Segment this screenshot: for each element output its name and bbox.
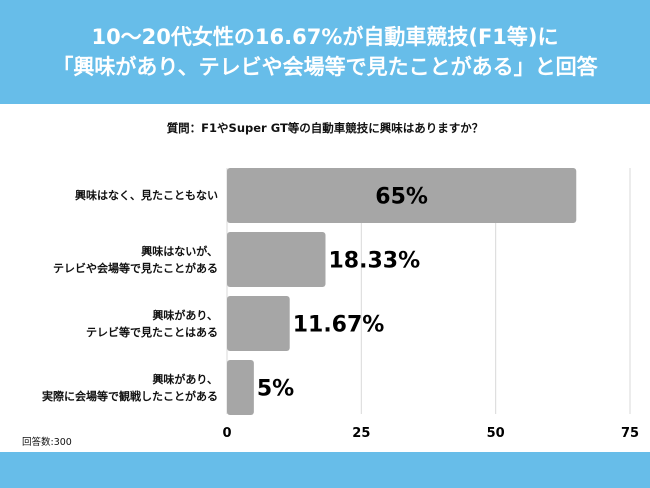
- category-label-line: テレビ等で見たことはある: [86, 325, 218, 339]
- page-header: 10〜20代女性の16.67%が自動車競技(F1等)に 「興味があり、テレビや会…: [0, 0, 650, 104]
- data-label: 5%: [257, 377, 294, 402]
- title-line-1: 10〜20代女性の16.67%が自動車競技(F1等)に: [91, 25, 559, 49]
- question-text: 質問：F1やSuper GT等の自動車競技に興味はありますか？: [166, 121, 484, 135]
- category-label-line: 興味はなく、見たこともない: [75, 189, 218, 202]
- data-label: 18.33%: [328, 249, 420, 274]
- category-label-line: 興味はないが、: [141, 244, 218, 258]
- category-label-line: 興味があり、: [152, 372, 218, 386]
- x-tick-label: 25: [352, 426, 370, 441]
- category-label: 興味はなく、見たこともない: [75, 187, 218, 204]
- x-tick-label: 0: [222, 426, 231, 441]
- title-line-2: 「興味があり、テレビや会場等で見たことがある」と回答: [52, 55, 598, 79]
- page-footer: [0, 452, 650, 488]
- x-tick-label: 75: [621, 426, 639, 441]
- category-label-line: 実際に会場等で観戦したことがある: [42, 389, 218, 403]
- bar: [227, 232, 326, 287]
- category-label: 興味があり、テレビ等で見たことはある: [86, 307, 218, 341]
- category-label-line: 興味があり、: [152, 308, 218, 322]
- bar: [227, 296, 290, 351]
- category-label: 興味はないが、テレビや会場等で見たことがある: [53, 243, 218, 277]
- data-label: 11.67%: [293, 313, 385, 338]
- category-label: 興味があり、実際に会場等で観戦したことがある: [42, 371, 218, 405]
- x-tick-label: 50: [487, 426, 505, 441]
- bar: [227, 360, 254, 415]
- category-label-line: テレビや会場等で見たことがある: [53, 261, 218, 275]
- response-count: 回答数:300: [22, 437, 72, 448]
- bar: [227, 168, 577, 223]
- data-label: 65%: [375, 185, 428, 210]
